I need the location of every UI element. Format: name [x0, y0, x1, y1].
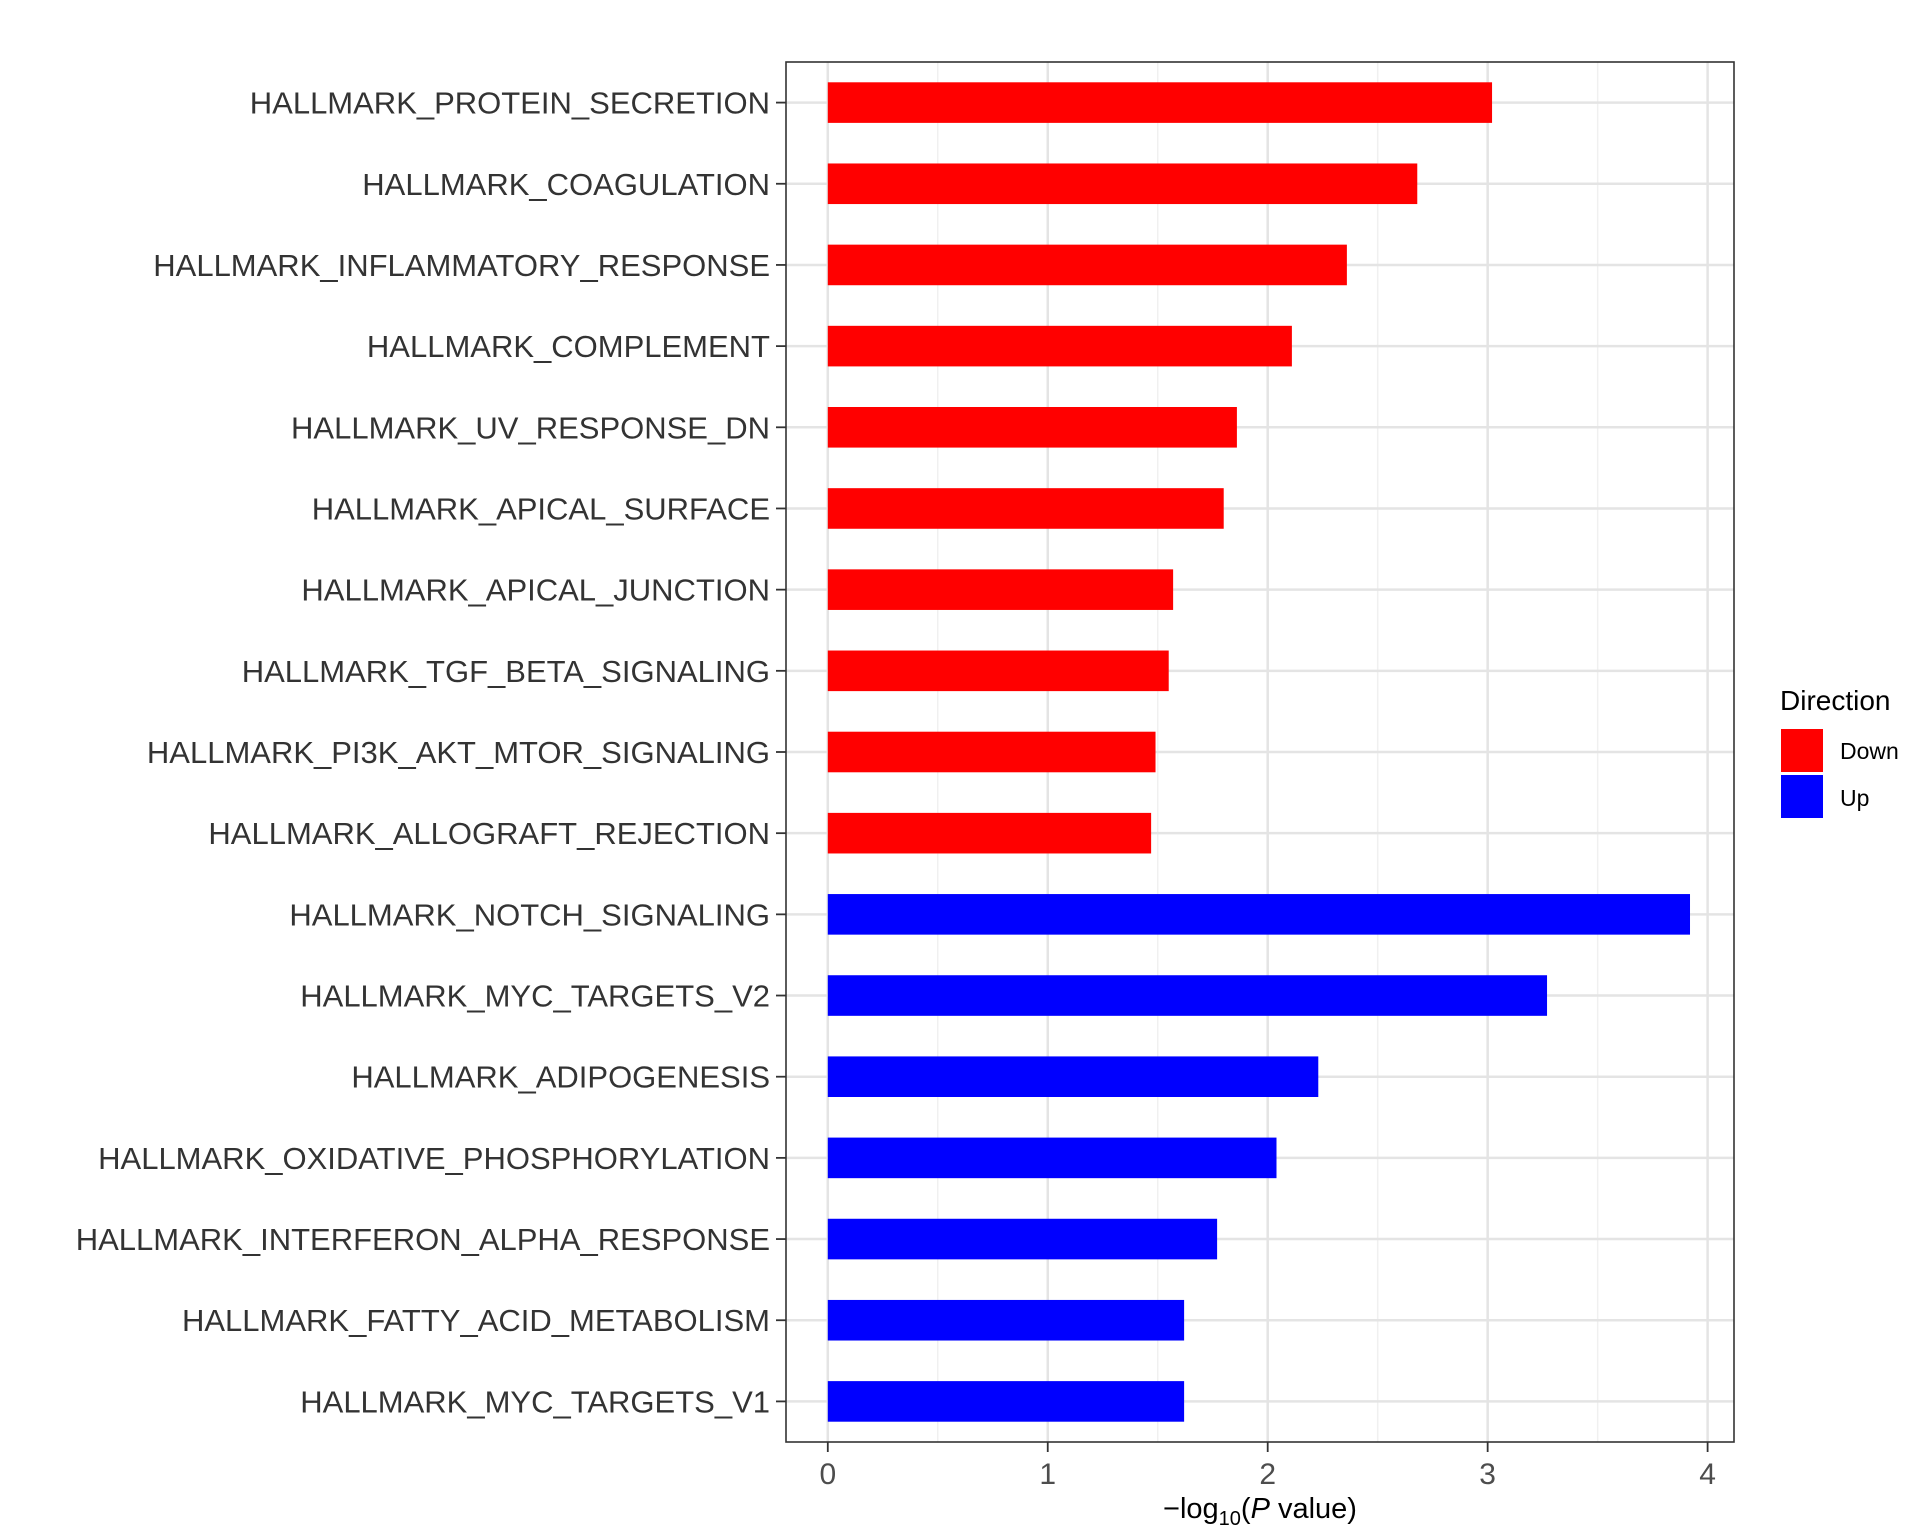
y-axis: HALLMARK_PROTEIN_SECRETION HALLMARK_COAGU…	[76, 86, 786, 1419]
legend-label-up: Up	[1840, 785, 1869, 811]
plot-panel	[785, 61, 1735, 1443]
bar	[827, 488, 1224, 529]
bar	[827, 1299, 1185, 1341]
bar	[827, 82, 1493, 123]
legend-label-down: Down	[1840, 738, 1899, 764]
bar	[827, 569, 1174, 610]
x-axis-title-italic: P	[1251, 1493, 1271, 1525]
y-tick-label: HALLMARK_APICAL_JUNCTION	[301, 573, 770, 608]
bar	[827, 244, 1347, 286]
x-axis-title: −log10(P value)	[1163, 1493, 1357, 1530]
bar	[827, 407, 1237, 448]
x-tick-label: 3	[1479, 1458, 1496, 1491]
bar	[827, 975, 1548, 1016]
legend-key-up	[1781, 775, 1823, 818]
x-tick-label: 1	[1039, 1458, 1056, 1491]
y-tick-label: HALLMARK_COAGULATION	[362, 167, 770, 202]
x-axis-title-suffix: value)	[1270, 1493, 1357, 1525]
bar	[827, 163, 1418, 205]
bar	[827, 731, 1156, 773]
bars	[827, 82, 1691, 1422]
y-tick-label: HALLMARK_NOTCH_SIGNALING	[289, 897, 770, 932]
y-tick-label: HALLMARK_OXIDATIVE_PHOSPHORYLATION	[98, 1141, 770, 1176]
bar	[827, 1381, 1185, 1422]
bar	[827, 894, 1691, 935]
y-tick-label: HALLMARK_PI3K_AKT_MTOR_SIGNALING	[147, 735, 770, 770]
legend-title: Direction	[1780, 685, 1890, 716]
x-tick-label: 2	[1259, 1458, 1276, 1491]
y-tick-label: HALLMARK_INFLAMMATORY_RESPONSE	[153, 248, 770, 283]
y-tick-label: HALLMARK_FATTY_ACID_METABOLISM	[182, 1303, 770, 1338]
x-axis-title-subscript: 10	[1219, 1508, 1241, 1530]
bar	[827, 812, 1152, 854]
legend: Direction Down Up	[1780, 685, 1899, 818]
y-tick-label: HALLMARK_INTERFERON_ALPHA_RESPONSE	[76, 1222, 770, 1257]
x-axis-title-open: (	[1241, 1493, 1251, 1525]
y-tick-label: HALLMARK_ADIPOGENESIS	[351, 1060, 770, 1095]
x-axis-title-prefix: −log	[1163, 1493, 1219, 1525]
x-tick-label: 4	[1699, 1458, 1716, 1491]
y-tick-label: HALLMARK_PROTEIN_SECRETION	[250, 86, 770, 121]
y-tick-label: HALLMARK_UV_RESPONSE_DN	[291, 410, 770, 445]
bar	[827, 1056, 1319, 1097]
y-tick-label: HALLMARK_MYC_TARGETS_V1	[300, 1384, 770, 1419]
y-tick-label: HALLMARK_MYC_TARGETS_V2	[300, 979, 770, 1014]
x-tick-label: 0	[819, 1458, 836, 1491]
bar	[827, 325, 1292, 367]
bar	[827, 650, 1169, 692]
y-tick-label: HALLMARK_ALLOGRAFT_REJECTION	[208, 816, 770, 851]
y-tick-label: HALLMARK_APICAL_SURFACE	[312, 491, 770, 526]
bar	[827, 1218, 1218, 1260]
x-axis: 0 1 2 3 4	[819, 1442, 1716, 1491]
bar	[827, 1137, 1277, 1179]
y-tick-label: HALLMARK_TGF_BETA_SIGNALING	[242, 654, 770, 689]
y-tick-label: HALLMARK_COMPLEMENT	[367, 329, 770, 364]
legend-key-down	[1781, 729, 1823, 772]
